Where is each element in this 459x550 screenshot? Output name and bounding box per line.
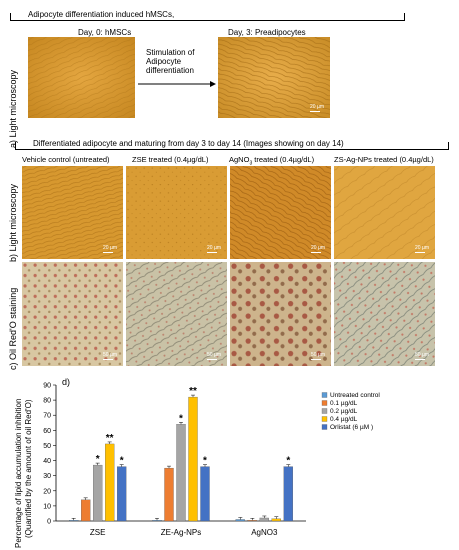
- legend-entry: 0.4 µg/dL: [330, 416, 358, 423]
- bar: [247, 520, 257, 522]
- panel-a-bracket: [10, 20, 405, 21]
- y-tick-label: 70: [43, 413, 51, 420]
- panel-a-bracket-left: [10, 13, 11, 21]
- col-label-zse: ZSE treated (0.4µg/dL): [132, 155, 209, 164]
- panel-b-bracket: [15, 149, 449, 150]
- legend-swatch: [321, 424, 328, 430]
- legend-entry: 0.2 µg/dL: [330, 408, 358, 415]
- right-arrow-icon: [138, 81, 216, 87]
- y-tick-label: 90: [43, 383, 51, 390]
- scale-bar-b2: 20 µm: [207, 245, 221, 253]
- scale-bar-c3: 50 µm: [311, 352, 325, 360]
- micrograph-b-zs-ag-nps: 20 µm: [334, 166, 435, 259]
- micrograph-b-vehicle: 20 µm: [22, 166, 123, 259]
- panel-b-title: Differentiated adipocyte and maturing fr…: [33, 139, 344, 148]
- arrow-text-2: Adipocyte: [146, 57, 182, 66]
- micrograph-day3-preadipocytes: 20 µm: [218, 37, 330, 118]
- micrograph-c-agno3: 50 µm: [230, 262, 331, 366]
- significance-label: **: [189, 386, 197, 397]
- scale-bar-c4: 50 µm: [415, 352, 429, 360]
- y-tick-label: 20: [43, 488, 51, 495]
- bar: [176, 424, 186, 522]
- panel-b-bracket-right: [448, 142, 449, 150]
- col-label-agno3: AgNO3 treated (0.4µg/dL): [229, 155, 315, 167]
- scale-bar-b4: 20 µm: [415, 245, 429, 253]
- y-tick-label: 30: [43, 473, 51, 480]
- x-tick-label: AgNO3: [251, 528, 278, 537]
- scale-bar-c2: 50 µm: [207, 352, 221, 360]
- panel-a-bracket-right: [404, 13, 405, 21]
- col-label-vehicle: Vehicle control (untreated): [22, 155, 110, 164]
- y-tick-label: 40: [43, 458, 51, 465]
- arrow-text-3: differentiation: [146, 66, 194, 75]
- bar: [200, 466, 210, 522]
- scale-bar-b1: 20 µm: [103, 245, 117, 253]
- y-tick-label: 60: [43, 428, 51, 435]
- legend-entry: 0.1 µg/dL: [330, 400, 358, 407]
- significance-label: *: [120, 456, 124, 467]
- panel-a-title: Adipocyte differentiation induced hMSCs,: [28, 10, 175, 19]
- micrograph-c-zse: 50 µm: [126, 262, 227, 366]
- micrograph-b-agno3: 20 µm: [230, 166, 331, 259]
- legend-entry: Orlistat (6 µM ): [330, 424, 373, 431]
- y-tick-label: 80: [43, 398, 51, 405]
- micrograph-b-zse: 20 µm: [126, 166, 227, 259]
- x-tick-label: ZSE: [90, 528, 106, 537]
- legend-swatch: [321, 392, 328, 398]
- bar: [69, 520, 79, 522]
- col-label-zs-ag-nps: ZS-Ag-NPs treated (0.4µg/dL): [334, 155, 434, 164]
- bar: [259, 517, 269, 522]
- x-tick-label: ZE-Ag-NPs: [161, 528, 201, 537]
- bar: [235, 519, 245, 522]
- y-tick-label: 0: [47, 519, 51, 526]
- significance-label: **: [106, 433, 114, 444]
- y-tick-label: 10: [43, 503, 51, 510]
- bar: [93, 464, 103, 522]
- legend-swatch: [321, 416, 328, 422]
- day0-label: Day, 0: hMSCs: [78, 28, 132, 37]
- bar: [283, 466, 293, 522]
- scale-bar-c1: 50 µm: [103, 352, 117, 360]
- bar: [188, 396, 198, 522]
- legend-swatch: [321, 400, 328, 406]
- micrograph-day0-hmscs: [28, 37, 135, 118]
- bar: [81, 499, 91, 522]
- significance-label: *: [203, 456, 207, 467]
- scale-bar-a: 20 µm: [310, 104, 324, 112]
- significance-label: *: [96, 454, 100, 465]
- panel-b-bracket-left: [15, 142, 16, 150]
- bar: [164, 467, 174, 522]
- day3-label: Day, 3: Preadipocytes: [228, 28, 306, 37]
- bar: [271, 518, 281, 522]
- arrow-text-1: Stimulation of: [146, 48, 195, 57]
- significance-label: *: [179, 413, 183, 424]
- micrograph-c-zs-ag-nps: 50 µm: [334, 262, 435, 366]
- significance-label: *: [286, 456, 290, 467]
- bar: [105, 443, 115, 522]
- legend-swatch: [321, 408, 328, 414]
- panel-d-label: d): [62, 377, 71, 387]
- micrograph-c-vehicle: 50 µm: [22, 262, 123, 366]
- bar: [117, 466, 127, 522]
- bar: [152, 520, 162, 522]
- legend-entry: Untreated control: [330, 392, 380, 399]
- scale-bar-b3: 20 µm: [311, 245, 325, 253]
- y-tick-label: 50: [43, 443, 51, 450]
